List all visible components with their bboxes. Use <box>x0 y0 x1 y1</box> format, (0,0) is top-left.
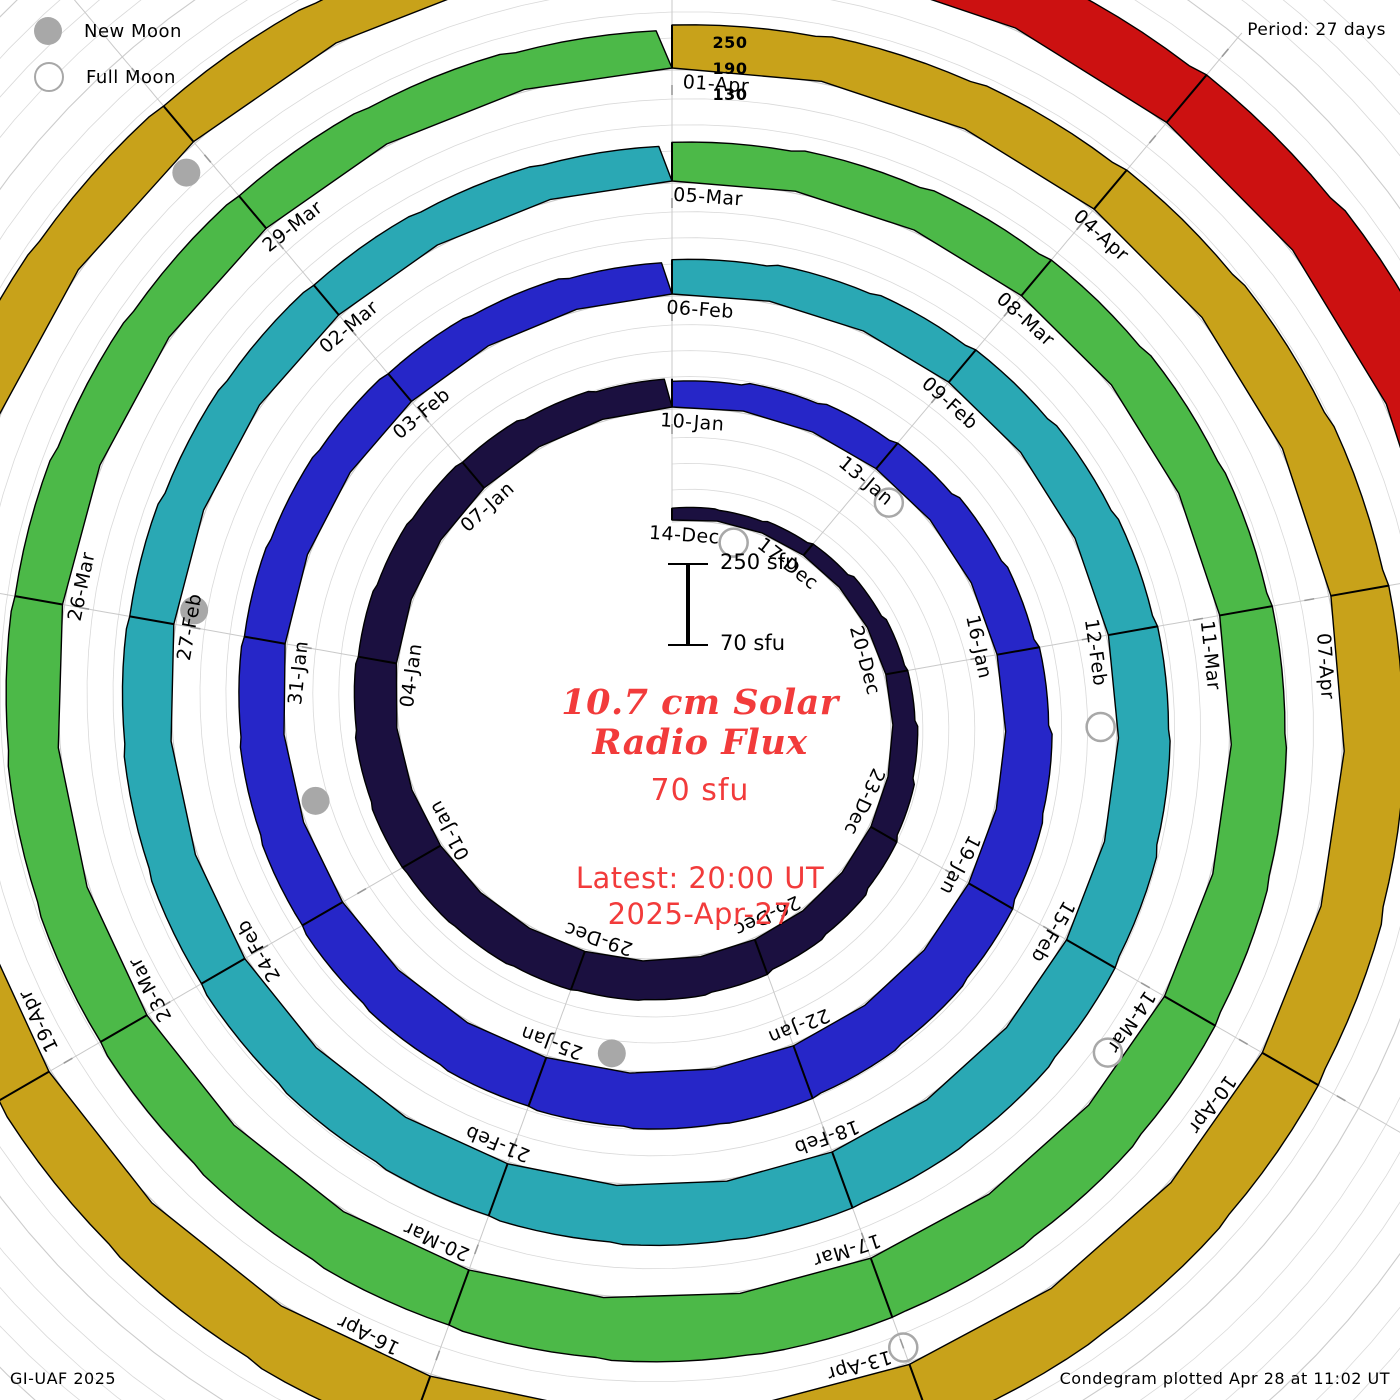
amplitude-scale-bar: 250 sfu 70 sfu <box>430 545 970 665</box>
footer-plot-time: Condegram plotted Apr 28 at 11:02 UT <box>1059 1369 1390 1388</box>
chart-title-line2: Radio Flux <box>592 722 808 763</box>
date-label: 07-Apr <box>1312 632 1339 700</box>
scale-tick-190: 190 <box>712 59 748 78</box>
date-label: 10-Jan <box>659 409 725 435</box>
footer-credit: GI-UAF 2025 <box>10 1369 117 1388</box>
full-moon-icon <box>34 62 64 92</box>
radial-scale-ticks: 250 190 130 <box>690 30 770 108</box>
scale-tick-250: 250 <box>712 33 748 52</box>
new-moon-icon <box>34 17 62 45</box>
legend-item-new-moon: New Moon <box>24 8 354 54</box>
moon-legend: New Moon Full Moon <box>24 8 354 100</box>
latest-time-label: Latest: 20:00 UT <box>575 861 825 895</box>
legend-item-full-moon: Full Moon <box>24 54 354 100</box>
scale-cap-bottom <box>668 644 708 646</box>
baseline-units-label: 70 sfu <box>650 773 750 808</box>
scale-tick-130: 130 <box>712 85 748 104</box>
chart-title-line1: 10.7 cm Solar <box>561 682 839 723</box>
date-label: 05-Mar <box>672 184 743 211</box>
legend-label-full-moon: Full Moon <box>86 66 176 88</box>
scale-bar <box>686 563 690 645</box>
date-label: 31-Jan <box>284 640 313 706</box>
date-label: 01-Apr <box>682 71 750 98</box>
legend-label-new-moon: New Moon <box>84 20 182 42</box>
period-label: Period: 27 days <box>1247 20 1386 40</box>
center-annotation: 250 sfu 70 sfu 10.7 cm Solar Radio Flux … <box>430 545 970 932</box>
moon-markers-layer <box>172 158 1124 1363</box>
scale-bar-top-label: 250 sfu <box>720 550 799 574</box>
date-label: 06-Feb <box>666 296 735 323</box>
scale-bar-bottom-label: 70 sfu <box>720 631 786 655</box>
latest-date-label: 2025-Apr-27 <box>607 897 793 931</box>
date-label: 14-Dec <box>648 522 720 549</box>
